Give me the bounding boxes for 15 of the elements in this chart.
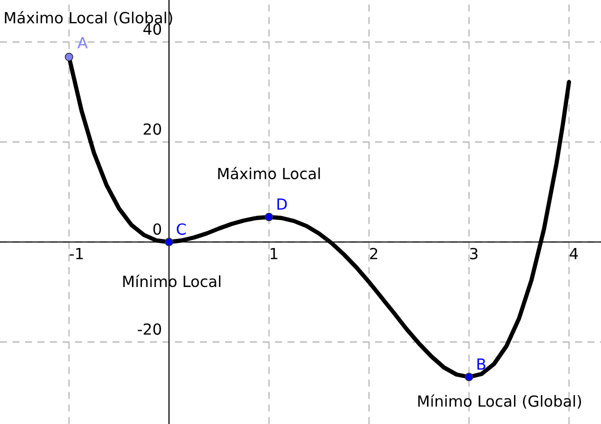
- x-tick-label: 1: [270, 248, 278, 260]
- x-tick-label: 2: [370, 248, 378, 260]
- x-tick-label: 3: [470, 248, 478, 260]
- series-label: A: [77, 37, 88, 48]
- y-tick-label: 20: [144, 123, 162, 135]
- series-label: D: [277, 198, 287, 210]
- y-tick-label: -20: [138, 323, 162, 335]
- y-tick-label: 40: [143, 23, 162, 35]
- x-tick-label: -1: [70, 248, 83, 260]
- y-tick-label: 0: [153, 223, 162, 235]
- series-label: B: [477, 358, 486, 370]
- annotation: Mínimo Local (Global): [418, 394, 582, 409]
- series-label: C: [176, 223, 186, 235]
- x-tick-label: 4: [570, 248, 578, 260]
- annotation: Máximo Local: [218, 166, 320, 180]
